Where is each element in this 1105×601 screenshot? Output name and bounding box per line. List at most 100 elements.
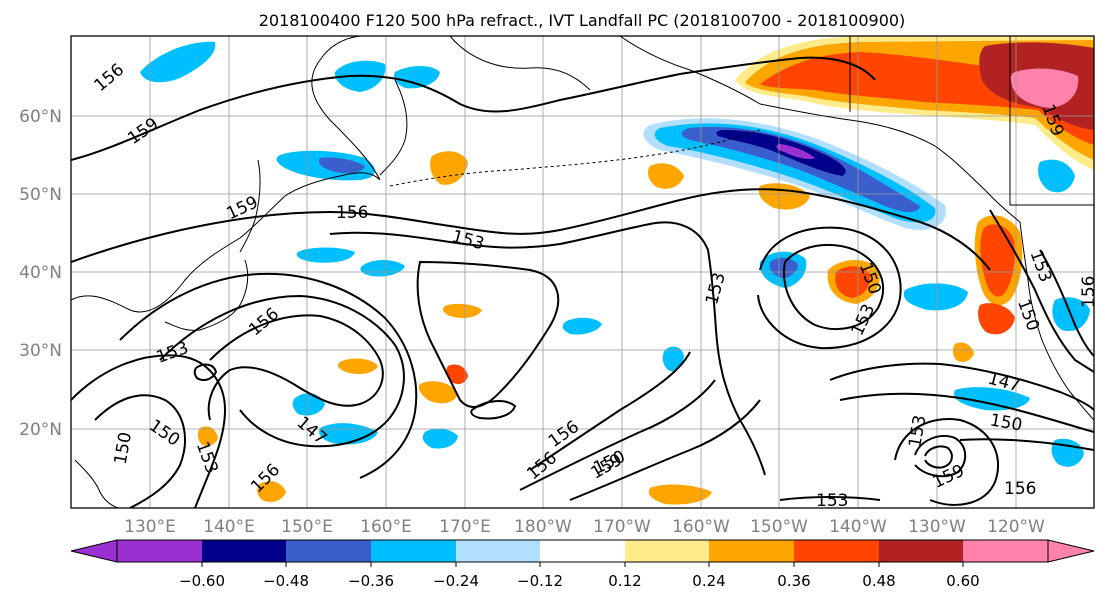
colorbar-segment	[286, 540, 371, 562]
shade-negative-se1	[903, 283, 968, 311]
shade-positive-westcoast-inner	[980, 224, 1015, 297]
shade-positive-blob8	[197, 426, 218, 446]
colorbar-tick-label: −0.36	[348, 572, 394, 590]
shade-negative-band-inner	[654, 123, 936, 223]
contour-153-bottom	[779, 496, 881, 501]
lon-label: 160°W	[672, 517, 730, 537]
contour-trough-153	[119, 272, 418, 479]
shade-negative-se4	[1038, 159, 1075, 193]
shade-negative-kamchatka-blue	[318, 157, 365, 174]
shade-negative-mid6	[562, 317, 602, 335]
map-frame	[70, 35, 1095, 509]
shade-low-positive-inner	[835, 266, 871, 298]
contour-label: 156	[336, 203, 368, 223]
lat-label: 50°N	[19, 185, 62, 205]
contour-typhoon-3	[894, 418, 1000, 506]
contour-label: 156	[1004, 479, 1036, 499]
lon-label: 120°W	[987, 517, 1045, 537]
height-contours	[71, 56, 1094, 508]
contour-wc-153	[989, 209, 1094, 373]
colorbar-segment	[456, 540, 540, 562]
colorbar-tick-label: 0.36	[777, 572, 810, 590]
shade-negative-mid7	[662, 346, 684, 372]
colorbar-tick-label: −0.48	[263, 572, 309, 590]
colorbar-tick-label: 0.48	[862, 572, 895, 590]
colorbar-tick-label: 0.24	[692, 572, 725, 590]
shade-positive-blob4	[338, 358, 378, 374]
colorbar: −0.60 −0.48 −0.36 −0.24 −0.12 0.12 0.24 …	[70, 539, 1095, 590]
shade-positive-blob5	[418, 381, 458, 404]
colorbar-ticks	[201, 562, 964, 567]
coastlines	[71, 36, 1094, 508]
graticule	[71, 36, 1094, 508]
contour-south-156	[519, 379, 716, 491]
coast-asia	[71, 36, 381, 313]
shade-negative-se2	[954, 387, 1030, 411]
contour-159-north	[71, 56, 876, 161]
shade-negative-north3	[394, 66, 440, 89]
lon-label: 140°W	[829, 517, 887, 537]
lon-label: 170°E	[439, 517, 491, 537]
border-alaska-canada	[849, 36, 1094, 206]
contour-label: 153	[816, 491, 848, 511]
colorbar-tick-label: 0.12	[608, 572, 641, 590]
contour-147-east	[829, 362, 1094, 411]
shade-negative-mid3	[292, 393, 325, 416]
shade-positive-blob10	[257, 481, 286, 502]
shade-negative-band-blue	[681, 127, 920, 212]
colorbar-extend-low	[70, 539, 118, 563]
shade-negative-band-purple	[776, 144, 815, 160]
contour-west-153	[71, 354, 227, 508]
lon-label: 170°W	[593, 517, 651, 537]
shade-negative-band-navy	[716, 130, 846, 176]
lat-label: 30°N	[19, 341, 62, 361]
lon-label: 180°W	[514, 517, 572, 537]
contour-trough-150	[159, 294, 405, 448]
shade-negative-mid4	[319, 423, 378, 445]
figure-title: 2018100400 F120 500 hPa refract., IVT La…	[259, 11, 906, 30]
colorbar-segment	[202, 540, 286, 562]
contour-typhoon-1	[914, 435, 967, 478]
latitude-labels: 60°N 50°N 40°N 30°N 20°N	[19, 107, 62, 440]
contour-south-159	[569, 399, 761, 501]
colorbar-segment	[540, 540, 625, 562]
colorbar-segment	[709, 540, 794, 562]
coast-alaska	[759, 103, 1021, 223]
lon-label: 130°E	[124, 517, 176, 537]
shade-negative-north	[140, 41, 216, 83]
lon-label: 130°W	[908, 517, 966, 537]
contour-wc-156	[1039, 249, 1094, 357]
contour-150-east	[839, 392, 1094, 433]
coast-philippines	[74, 459, 119, 508]
colorbar-tick-labels: −0.60 −0.48 −0.36 −0.24 −0.12 0.12 0.24 …	[179, 572, 980, 590]
contour-trough-147	[207, 314, 384, 421]
shade-positive-blob6	[446, 364, 468, 384]
shade-positive-blob11	[442, 303, 482, 318]
contour-low-153	[757, 226, 902, 350]
contour-low-150	[783, 243, 884, 331]
coast-japan	[164, 259, 249, 331]
shade-positive-blob9	[952, 342, 974, 362]
contour-small-2	[193, 363, 218, 381]
longitude-labels: 130°E 140°E 150°E 160°E 170°E 180°W 170°…	[124, 517, 1045, 537]
contour-156-loop	[416, 260, 560, 408]
contour-156-upper	[71, 188, 991, 271]
shade-negative-mid5	[422, 428, 458, 449]
lon-label: 160°E	[360, 517, 412, 537]
contour-se-156	[959, 438, 1094, 451]
shade-positive-blob2	[647, 163, 684, 189]
shade-positive-blob7	[648, 484, 712, 505]
coast-aleutians	[389, 129, 761, 187]
colorbar-segment	[794, 540, 879, 562]
coast-sakhalin	[239, 159, 261, 253]
shade-negative-se5	[1051, 438, 1084, 467]
colorbar-tick-label: −0.12	[517, 572, 563, 590]
map-panel: 156 159 159 156 153 156 153 150 147 153 …	[71, 36, 1094, 511]
contour-153-a	[329, 221, 766, 476]
colorbar-tick-label: 0.60	[946, 572, 979, 590]
coast-northamerica	[1019, 221, 1094, 421]
colorbar-segment	[963, 540, 1048, 562]
contour-small-1	[470, 400, 517, 420]
lat-label: 40°N	[19, 263, 62, 283]
